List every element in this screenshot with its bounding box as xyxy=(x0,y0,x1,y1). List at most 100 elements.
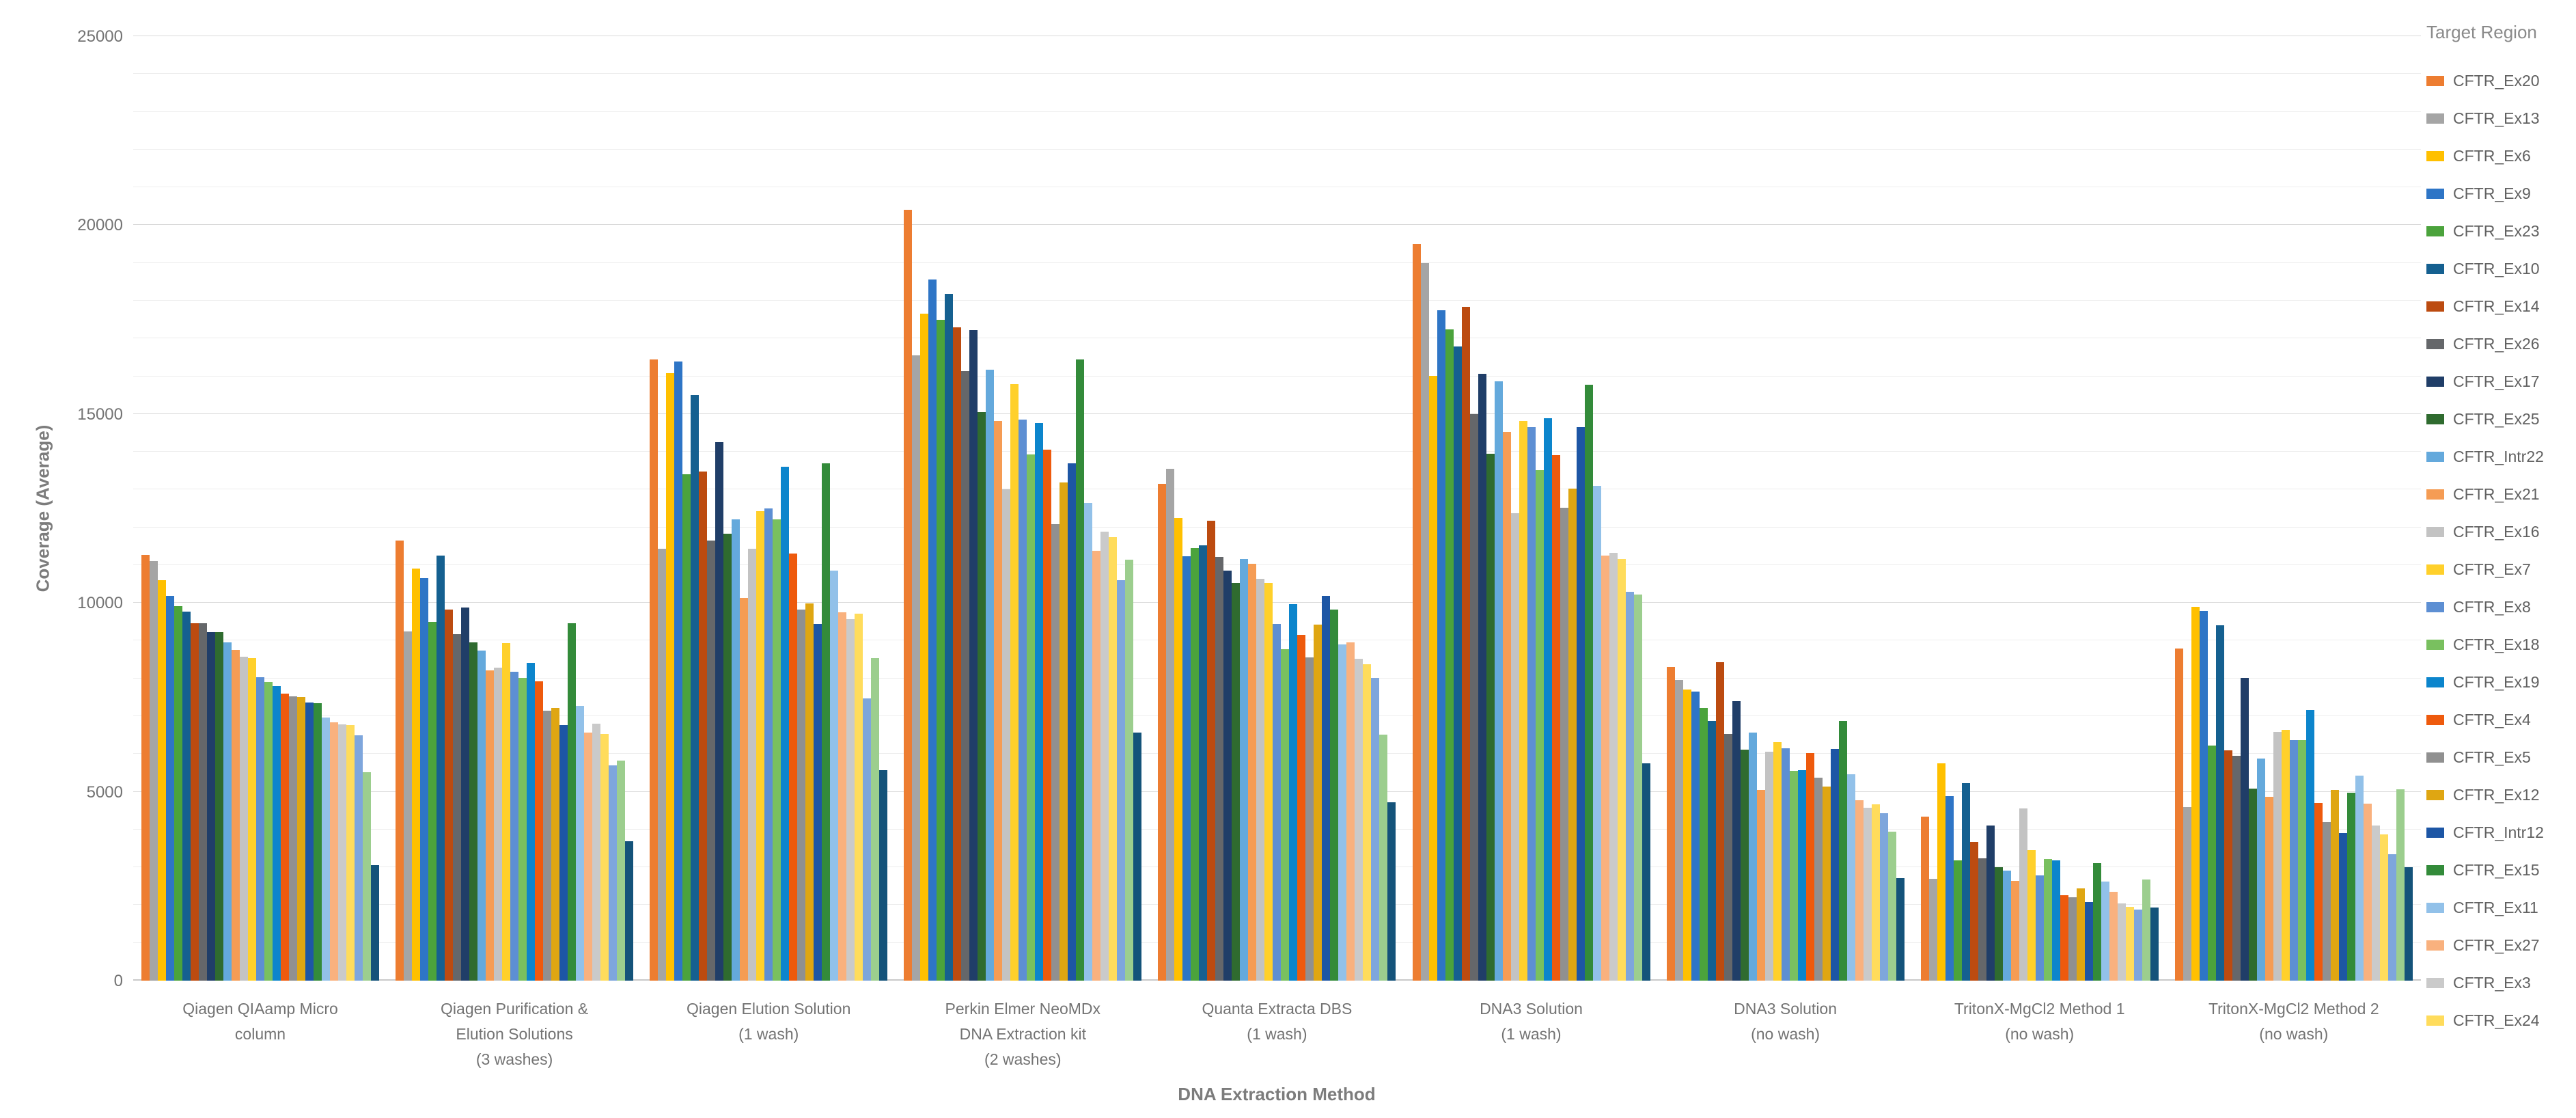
bar-cftr_ex8 xyxy=(764,508,773,981)
bar xyxy=(2396,789,2405,981)
bar-cftr_ex10 xyxy=(1453,346,1462,981)
legend-item: CFTR_Ex11 xyxy=(2426,889,2544,927)
bar-cftr_ex14 xyxy=(2224,750,2232,981)
bar-cftr_ex4 xyxy=(2060,895,2068,981)
legend-label: CFTR_Ex12 xyxy=(2453,786,2540,804)
bar-cftr_ex25 xyxy=(978,411,986,981)
bar-cftr_intr22 xyxy=(2002,871,2011,981)
legend-swatch-icon xyxy=(2426,903,2444,913)
legend-item: CFTR_Ex19 xyxy=(2426,664,2544,701)
bar-cftr_ex9 xyxy=(674,362,683,981)
bar xyxy=(2387,854,2396,981)
bar-cftr_ex7 xyxy=(2281,729,2290,981)
bar-cftr_ex19 xyxy=(2051,860,2060,981)
plot-area xyxy=(133,36,2421,981)
bar-cftr_ex10 xyxy=(1199,545,1208,981)
bar xyxy=(1387,802,1396,981)
bar-cftr_ex9 xyxy=(420,578,429,981)
bar-cftr_ex8 xyxy=(1273,623,1282,981)
bar-cftr_ex3 xyxy=(1100,532,1109,981)
bar-cftr_ex5 xyxy=(2068,897,2077,981)
bar-cftr_ex11 xyxy=(1338,644,1347,981)
legend-items: CFTR_Ex20 CFTR_Ex13 CFTR_Ex6 CFTR_Ex9 CFTR_E… xyxy=(2426,62,2544,1039)
bar-cftr_intr22 xyxy=(223,642,232,981)
bar-cftr_ex15 xyxy=(1838,721,1847,981)
bar-cftr_ex20 xyxy=(2174,648,2183,981)
bar-cftr_ex9 xyxy=(1437,310,1445,981)
bar-cftr_ex16 xyxy=(2273,732,2282,981)
bar-group xyxy=(2167,36,2421,981)
legend-swatch-icon xyxy=(2426,790,2444,800)
legend-label: CFTR_Ex27 xyxy=(2453,936,2540,954)
bar-cftr_ex17 xyxy=(1223,571,1232,981)
bar-cftr_ex9 xyxy=(166,596,175,981)
bar-cftr_ex27 xyxy=(584,733,593,981)
bar-cftr_ex15 xyxy=(1584,385,1593,981)
bar-cftr_intr22 xyxy=(1494,381,1503,981)
bar-cftr_ex14 xyxy=(1207,520,1216,981)
x-category-label: TritonX-MgCl2 Method 2 (no wash) xyxy=(2208,1000,2379,1043)
bar-cftr_ex23 xyxy=(1953,860,1962,981)
legend-label: CFTR_Ex13 xyxy=(2453,109,2540,127)
bar-cftr_ex23 xyxy=(1191,548,1200,981)
bar xyxy=(1625,591,1634,981)
bar-cftr_ex7 xyxy=(1773,742,1782,981)
legend-swatch-icon xyxy=(2426,489,2444,500)
legend-item: CFTR_Ex16 xyxy=(2426,513,2544,551)
bar-cftr_ex27 xyxy=(2109,891,2118,981)
bar-cftr_ex20 xyxy=(1666,667,1675,981)
bar-cftr_ex24 xyxy=(346,724,355,981)
bar-cftr_ex23 xyxy=(428,621,437,981)
bar-cftr_ex17 xyxy=(969,329,978,981)
bar-cftr_ex27 xyxy=(1092,550,1101,981)
bar xyxy=(2404,867,2413,981)
legend-swatch-icon xyxy=(2426,113,2444,124)
bar-cftr_ex24 xyxy=(1363,664,1372,981)
y-tick-label: 15000 xyxy=(77,405,123,424)
bar-cftr_ex3 xyxy=(338,724,347,981)
bar xyxy=(2150,907,2159,981)
bar-cftr_ex11 xyxy=(322,718,331,981)
bar-cftr_ex18 xyxy=(2043,859,2052,981)
bar-cftr_intr12 xyxy=(814,624,822,981)
legend-item: CFTR_Ex12 xyxy=(2426,776,2544,814)
legend-item: CFTR_Intr12 xyxy=(2426,814,2544,851)
legend-swatch-icon xyxy=(2426,527,2444,537)
bar-cftr_ex14 xyxy=(953,327,962,981)
x-axis-title: DNA Extraction Method xyxy=(1178,1084,1376,1104)
bar-cftr_ex19 xyxy=(527,663,536,981)
legend-swatch-icon xyxy=(2426,452,2444,462)
bar-cftr_ex15 xyxy=(314,703,322,981)
bar xyxy=(1879,813,1888,981)
x-category-label: Quanta Extracta DBS (1 wash) xyxy=(1202,1000,1353,1043)
bar-cftr_ex26 xyxy=(2232,755,2241,981)
bar-cftr_ex27 xyxy=(1855,800,1864,981)
bar-cftr_ex14 xyxy=(1969,842,1978,981)
x-category-label: Perkin Elmer NeoMDx DNA Extraction kit (… xyxy=(945,1000,1101,1068)
legend-item: CFTR_Ex13 xyxy=(2426,100,2544,137)
legend-label: CFTR_Intr12 xyxy=(2453,823,2544,841)
bar xyxy=(371,864,380,981)
bar-cftr_ex3 xyxy=(2117,903,2126,981)
legend-label: CFTR_Ex26 xyxy=(2453,335,2540,353)
bar-cftr_ex21 xyxy=(232,650,240,981)
bar-cftr_ex26 xyxy=(199,623,208,981)
bar-cftr_ex16 xyxy=(494,667,503,981)
bar-cftr_ex7 xyxy=(248,657,257,981)
bar-cftr_ex5 xyxy=(289,696,298,981)
bar-cftr_intr12 xyxy=(1068,463,1077,981)
bar-cftr_ex13 xyxy=(1420,262,1429,981)
legend-swatch-icon xyxy=(2426,301,2444,312)
bar-group xyxy=(1659,36,1913,981)
bar-cftr_ex21 xyxy=(486,670,495,981)
bar-cftr_ex16 xyxy=(240,656,249,981)
bar-cftr_ex11 xyxy=(576,706,585,981)
bar-cftr_ex6 xyxy=(666,373,675,981)
bar-cftr_ex7 xyxy=(502,642,511,981)
bar-cftr_ex6 xyxy=(2191,607,2200,981)
y-tick-label: 5000 xyxy=(86,782,123,802)
legend-swatch-icon xyxy=(2426,264,2444,274)
bar-cftr_ex16 xyxy=(1002,489,1011,981)
bar-cftr_ex13 xyxy=(150,561,158,981)
bar-cftr_ex7 xyxy=(1519,420,1527,981)
